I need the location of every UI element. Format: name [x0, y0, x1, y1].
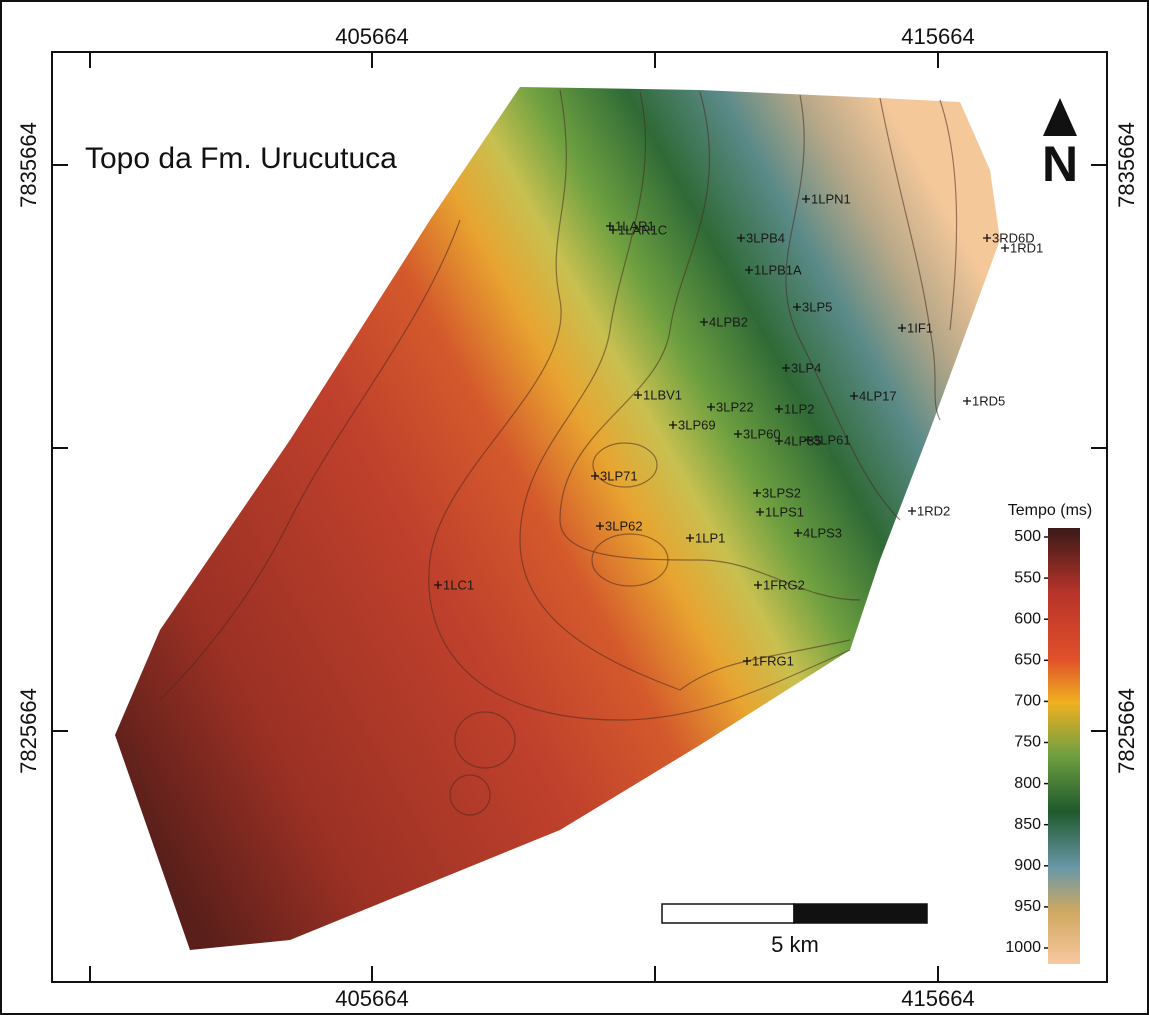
time-surface	[115, 87, 1000, 950]
well-label: 1LAR1	[615, 218, 655, 233]
well-symbol	[775, 405, 783, 413]
well-symbol	[850, 392, 858, 400]
legend: Tempo (ms) 500 550 600 650 700 750 800 850 900 95…	[1005, 502, 1092, 964]
well-label: 3LP71	[600, 468, 638, 483]
well-symbol	[793, 303, 801, 311]
well-symbol	[775, 437, 783, 445]
scale-label: 5 km	[771, 932, 819, 957]
well-label: 3LPS2	[762, 485, 801, 500]
well-label: 3LP61	[813, 432, 851, 447]
northing-label: 7835664	[1114, 122, 1139, 208]
well-symbol	[737, 234, 745, 242]
well-label: 4LP35	[784, 433, 822, 448]
easting-label: 415664	[901, 986, 974, 1011]
northing-label: 7835664	[16, 122, 41, 208]
well-symbol	[794, 529, 802, 537]
legend-tick-label: 800	[1014, 775, 1041, 792]
legend-tick-label: 550	[1014, 569, 1041, 586]
easting-label: 405664	[335, 24, 408, 49]
well-label: 1LP1	[695, 530, 725, 545]
northing-label: 7825664	[1114, 688, 1139, 774]
well-symbol	[707, 403, 715, 411]
well-symbol	[754, 581, 762, 589]
well-label: 4LPS3	[803, 525, 842, 540]
easting-label: 415664	[901, 24, 974, 49]
legend-tick-label: 500	[1014, 528, 1041, 545]
well-label: 1FRG2	[763, 577, 805, 592]
well-symbol	[591, 472, 599, 480]
map-title: Topo da Fm. Urucutuca	[85, 142, 397, 175]
legend-tick-label: 950	[1014, 898, 1041, 915]
well-label: 4LP17	[859, 388, 897, 403]
well-symbol	[669, 421, 677, 429]
well-symbol	[634, 391, 642, 399]
well-label: 1IF1	[907, 320, 933, 335]
legend-tick-label: 600	[1014, 610, 1041, 627]
well-symbol	[908, 507, 916, 515]
well-symbol	[1001, 244, 1009, 252]
well-label: 1LPS1	[765, 504, 804, 519]
well-symbol	[609, 226, 617, 234]
well-label: 4LPB2	[709, 314, 748, 329]
well-label: 1RD1	[1010, 240, 1043, 255]
legend-tick-label: 750	[1014, 734, 1041, 751]
well-symbol	[743, 657, 751, 665]
well-label: 3LP69	[678, 417, 716, 432]
well-symbol	[734, 430, 742, 438]
unlabeled-ticks	[52, 52, 1107, 982]
well-symbol	[686, 534, 694, 542]
well-label: 1LC1	[443, 577, 474, 592]
well-symbol	[983, 234, 991, 242]
well-label: 1LAR1C	[618, 222, 667, 237]
well-label: 3RD6D	[992, 230, 1035, 245]
well-label: 3LP62	[605, 518, 643, 533]
well-symbol	[756, 508, 764, 516]
contours	[129, 89, 958, 931]
well-symbol	[782, 364, 790, 372]
legend-tick-label: 1000	[1005, 939, 1041, 956]
northing-label: 7825664	[16, 688, 41, 774]
well-label: 3LP5	[802, 299, 832, 314]
well-label: 1RD2	[917, 503, 950, 518]
well-label: 3LPB4	[746, 230, 785, 245]
well-symbol	[596, 522, 604, 530]
well-symbol	[753, 489, 761, 497]
well-symbol	[804, 436, 812, 444]
well-symbol	[802, 195, 810, 203]
scale-bar: 5 km	[661, 903, 928, 957]
well-label: 3LP60	[743, 426, 781, 441]
well-label: 1LPB1A	[754, 262, 802, 277]
map-frame	[51, 51, 1108, 983]
north-label: N	[1042, 136, 1078, 192]
well-label: 1FRG1	[752, 653, 794, 668]
colorbar	[1048, 528, 1080, 964]
well-symbol	[700, 318, 708, 326]
well-label: 1LP2	[784, 401, 814, 416]
well-label: 1LPN1	[811, 191, 851, 206]
well-symbol	[963, 397, 971, 405]
legend-tick-label: 900	[1014, 857, 1041, 874]
legend-tick-label: 850	[1014, 816, 1041, 833]
north-arrow: N	[1042, 98, 1078, 192]
well-label: 1RD5	[972, 393, 1005, 408]
legend-tick-label: 700	[1014, 693, 1041, 710]
legend-tick-label: 650	[1014, 652, 1041, 669]
well-symbol	[434, 581, 442, 589]
well-symbol	[898, 324, 906, 332]
well-label: 3LP4	[791, 360, 821, 375]
legend-title: Tempo (ms)	[1008, 502, 1092, 519]
easting-label: 405664	[335, 986, 408, 1011]
well-label: 3LP22	[716, 399, 754, 414]
well-symbol	[745, 266, 753, 274]
well-label: 1LBV1	[643, 387, 682, 402]
